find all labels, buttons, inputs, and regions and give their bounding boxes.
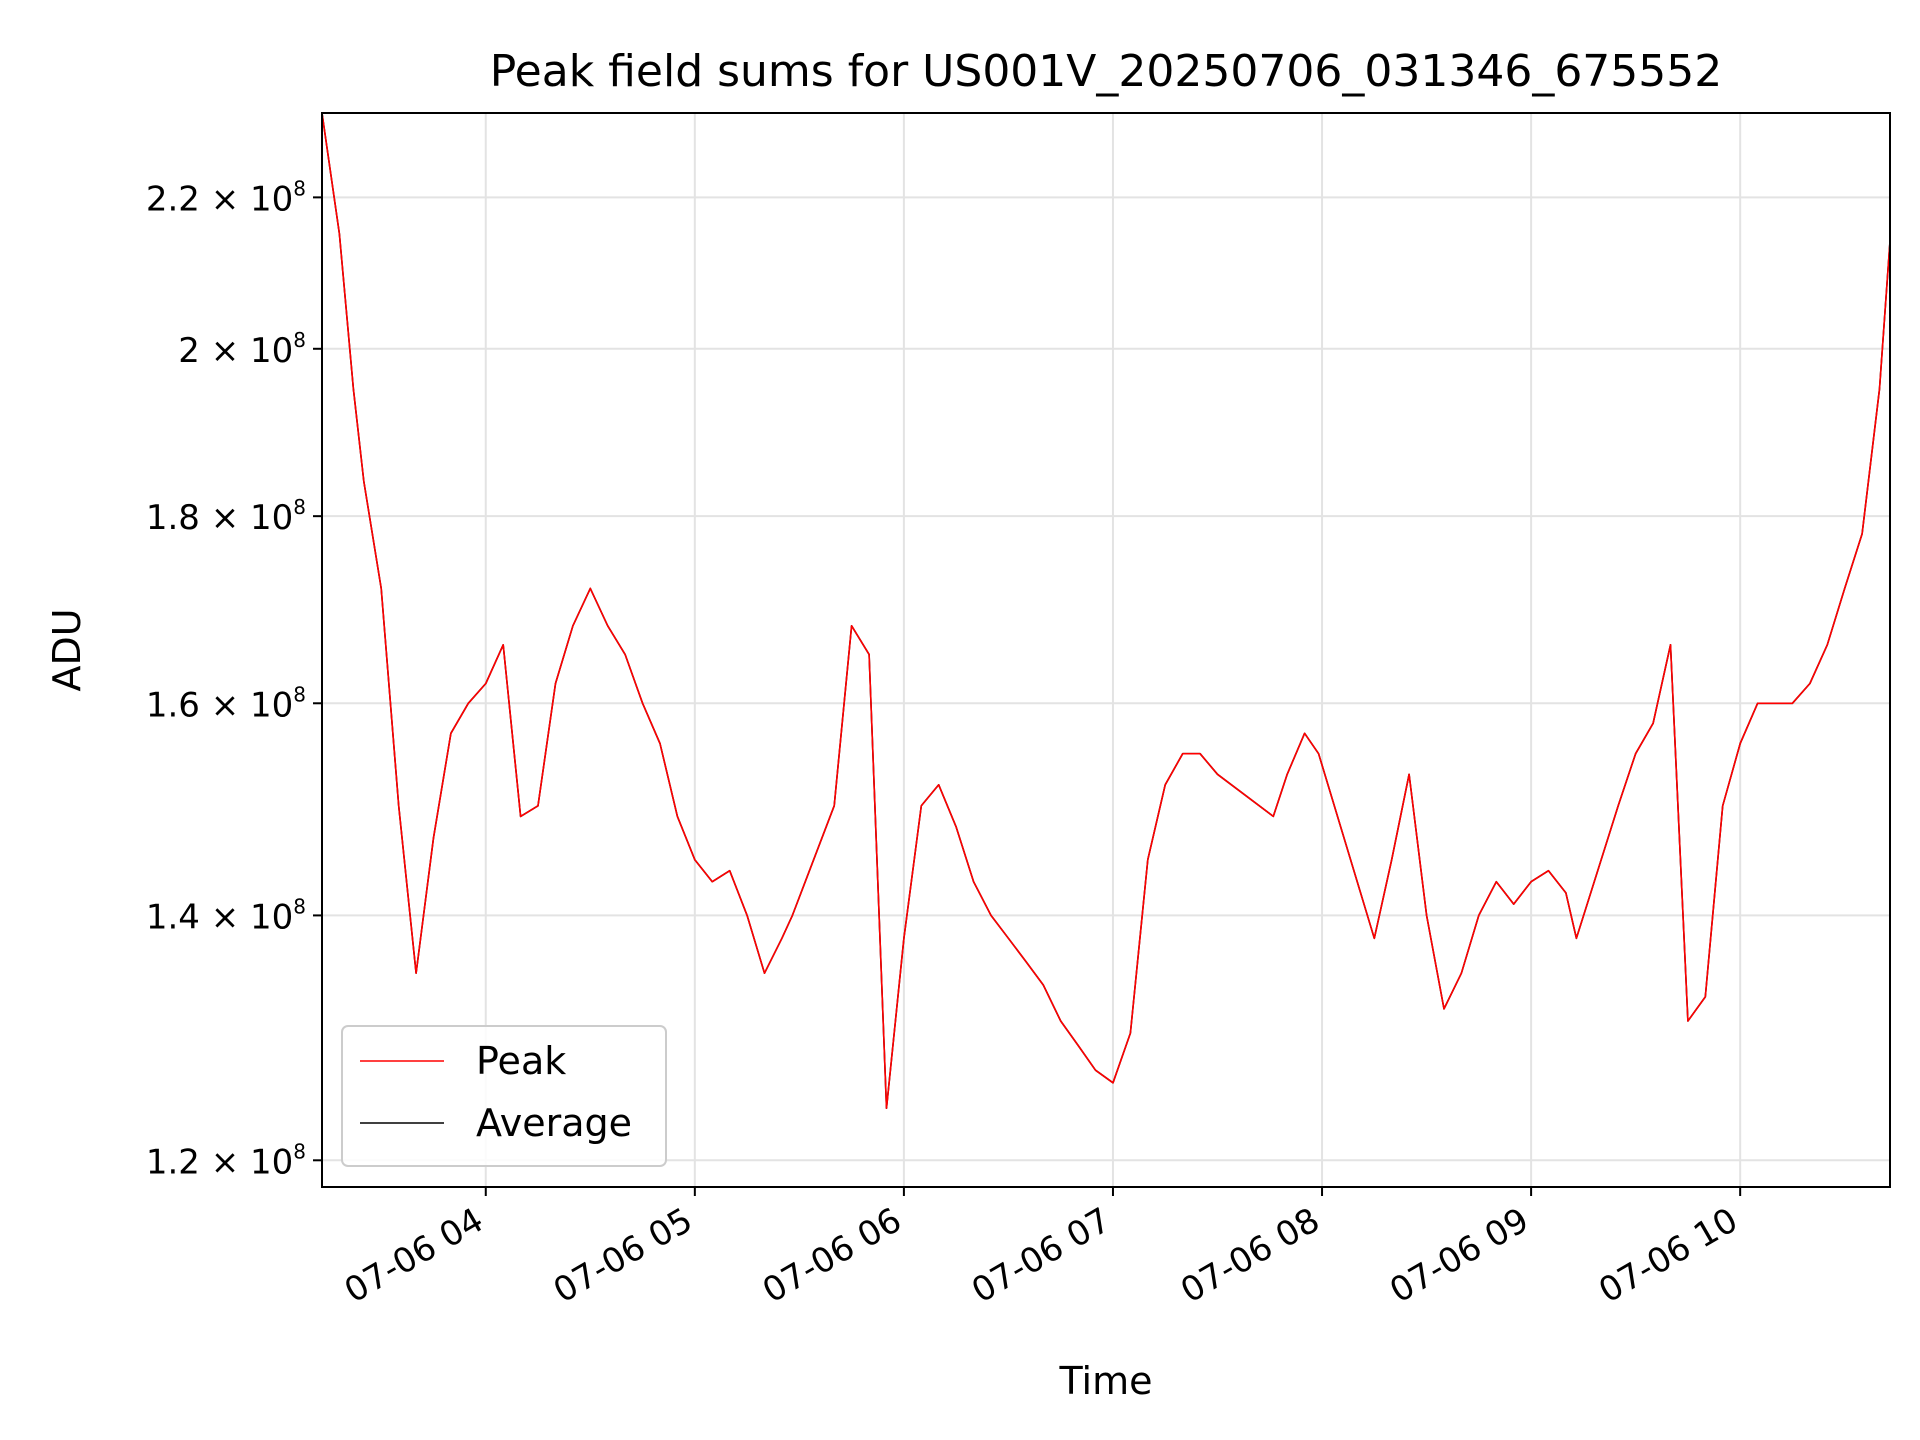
legend: Peak Average xyxy=(341,1025,667,1167)
y-axis-label: ADU xyxy=(45,608,89,691)
y-tick-exponent: 8 xyxy=(293,894,306,918)
y-tick-label: 1.6 × 108 xyxy=(146,682,306,725)
y-tick-label: 2.2 × 108 xyxy=(146,176,306,219)
y-tick-exponent: 8 xyxy=(293,1139,306,1163)
grid xyxy=(322,113,1890,1187)
y-tick-mantissa: 1.8 × 10 xyxy=(146,498,293,538)
series-line-peak xyxy=(322,113,1890,1109)
x-axis-label: Time xyxy=(1059,1359,1153,1403)
y-tick-label: 2 × 108 xyxy=(178,328,306,371)
y-tick-mantissa: 1.4 × 10 xyxy=(146,897,293,937)
y-tick-exponent: 8 xyxy=(293,176,306,200)
y-tick-exponent: 8 xyxy=(293,495,306,519)
y-tick-mantissa: 1.2 × 10 xyxy=(146,1142,293,1182)
y-tick-mantissa: 2.2 × 10 xyxy=(146,179,293,219)
y-tick-label: 1.2 × 108 xyxy=(146,1139,306,1182)
plot-area xyxy=(322,113,1890,1109)
y-tick-exponent: 8 xyxy=(293,682,306,706)
legend-label-peak: Peak xyxy=(476,1039,566,1083)
y-tick-label: 1.8 × 108 xyxy=(146,495,306,538)
y-tick-exponent: 8 xyxy=(293,328,306,352)
y-tick-mantissa: 2 × 10 xyxy=(178,331,293,371)
legend-label-average: Average xyxy=(476,1101,632,1145)
y-tick-label: 1.4 × 108 xyxy=(146,894,306,937)
y-tick-mantissa: 1.6 × 10 xyxy=(146,685,293,725)
plot-frame xyxy=(321,112,1891,1188)
chart-title: Peak field sums for US001V_20250706_0313… xyxy=(490,46,1723,97)
